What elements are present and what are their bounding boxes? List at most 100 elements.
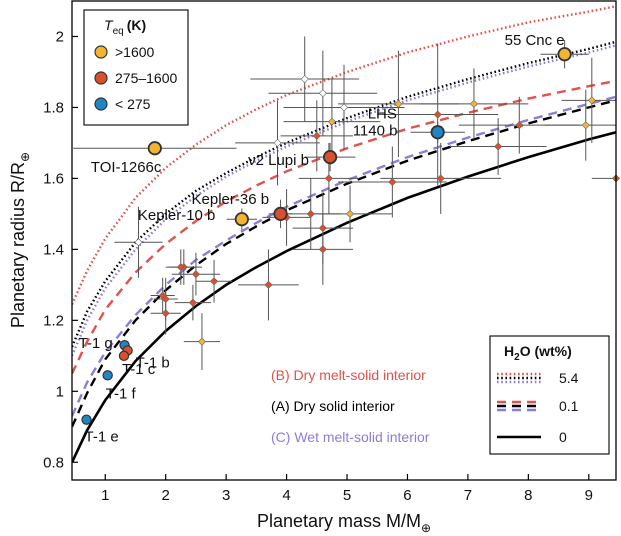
y-tick-label: 2 [56, 28, 64, 45]
h2o-legend: H2O (wt%) 5.4 0.1 0 [489, 335, 610, 455]
model-label-a: (A) Dry solid interior [271, 398, 395, 414]
data-point [388, 177, 397, 186]
data-point [433, 110, 442, 119]
named-planet-point [102, 370, 113, 381]
planet-label: Kepler-36 b [192, 191, 270, 208]
data-point [394, 99, 403, 108]
data-point [312, 131, 321, 140]
model-curve [72, 99, 616, 428]
x-tick-label: 7 [464, 487, 472, 504]
x-tick-label: 8 [524, 487, 532, 504]
planet-label: ν2 Lupi b [248, 152, 309, 169]
teq-legend-marker-cold [94, 97, 108, 111]
model-label-c: (C) Wet melt-solid interior [271, 429, 430, 445]
x-tick-label: 1 [101, 487, 109, 504]
data-point [210, 277, 219, 286]
data-point [318, 224, 327, 233]
named-planet-point [81, 414, 92, 425]
x-axis-label-sub: ⊕ [421, 521, 431, 535]
h2o-legend-label-solid: 0 [559, 429, 567, 445]
y-tick-label: 0.8 [43, 454, 64, 471]
data-point [197, 337, 206, 346]
planet-label-line: T-1 b [136, 354, 170, 371]
named-planet-point [234, 212, 249, 227]
teq-legend-label-cold: < 275 [115, 96, 151, 112]
named-planet-point [322, 150, 338, 165]
planet-label-line: T-1 f [106, 385, 137, 402]
data-point [436, 174, 445, 183]
data-point [161, 309, 170, 318]
planet-label-line: Kepler-36 b [192, 191, 270, 208]
data-point [324, 174, 333, 183]
y-tick-label: 1.6 [43, 170, 64, 187]
planet-label: T-1 c [122, 361, 156, 378]
y-axis-label-sub: ⊕ [18, 152, 32, 162]
data-point [587, 96, 596, 105]
data-point [469, 99, 478, 108]
x-axis-label: Planetary mass M/M⊕ [257, 511, 431, 535]
planet-label-line: Kepler-10 b [138, 207, 216, 224]
teq-legend-marker-hot [94, 45, 108, 59]
x-tick-label: 4 [282, 487, 290, 504]
h2o-legend-sample-dotted [497, 372, 541, 384]
teq-legend: Teq (K) >1600 275–1600 < 275 [83, 9, 189, 126]
h2o-legend-title: H2O (wt%) [504, 343, 572, 363]
x-tick-label: 9 [585, 487, 593, 504]
named-planet-point [118, 350, 130, 362]
y-tick-label: 1.4 [43, 241, 64, 258]
x-tick-label: 2 [162, 487, 170, 504]
data-point [494, 142, 503, 151]
axes: 1 2 3 4 5 6 7 8 9 0.8 1 1.2 1.4 1.6 1.8 2 [43, 28, 593, 504]
y-tick-label: 1.2 [43, 312, 64, 329]
plot-frame [71, 0, 617, 481]
x-tick-label: 5 [343, 487, 351, 504]
data-point [346, 209, 355, 218]
x-tick-label: 3 [222, 487, 230, 504]
x-tick-label: 6 [403, 487, 411, 504]
data-point [327, 117, 336, 126]
h2o-legend-label-dotted: 5.4 [559, 370, 579, 386]
model-curve [72, 44, 616, 357]
y-axis-label: Planetary radius R/R⊕ [8, 152, 32, 328]
data-point [134, 238, 143, 247]
data-point [339, 103, 349, 112]
named-planet-point [557, 47, 572, 62]
planet-label: T-1 f [106, 385, 137, 402]
data-point [176, 263, 185, 272]
model-curve [72, 95, 616, 417]
data-point [306, 209, 315, 218]
planet-label-line: T-1 g [79, 335, 113, 352]
data-point [515, 121, 524, 130]
planet-label: T-1 b [136, 354, 170, 371]
planet-label-line: T-1 c [122, 361, 156, 378]
teq-legend-title: Teq (K) [104, 17, 146, 37]
data-point [300, 75, 309, 84]
planet-label-line: ν2 Lupi b [248, 152, 309, 169]
named-planet-point [147, 141, 162, 156]
data-point [264, 280, 273, 289]
planet-labels: TOI-1266c 55 Cnc e LHS 1140 b ν2 Lupi b Keple… [79, 32, 565, 445]
y-tick-label: 1 [56, 383, 64, 400]
model-curve [72, 131, 616, 463]
h2o-legend-label-dashed: 0.1 [559, 398, 579, 414]
data-point [158, 291, 167, 300]
model-label-b: (B) Dry melt-solid interior [271, 367, 426, 383]
data-point [318, 89, 327, 98]
data-point [318, 245, 327, 254]
planet-label: T-1 e [85, 429, 119, 446]
planet-label: 55 Cnc e [505, 32, 565, 49]
data-points [81, 47, 621, 425]
data-point [191, 270, 200, 279]
planet-label-line: 55 Cnc e [505, 32, 565, 49]
planet-label: T-1 g [79, 335, 113, 352]
data-point [188, 298, 197, 307]
planet-label: Kepler-10 b [138, 207, 216, 224]
planet-label-line: 1140 b [353, 122, 398, 139]
data-point [581, 121, 590, 130]
planet-label-line: T-1 e [85, 429, 119, 446]
teq-legend-label-hot: >1600 [115, 44, 155, 60]
planet-label: LHS 1140 b [353, 105, 398, 139]
data-point [273, 138, 282, 147]
named-planet-point [273, 206, 288, 221]
